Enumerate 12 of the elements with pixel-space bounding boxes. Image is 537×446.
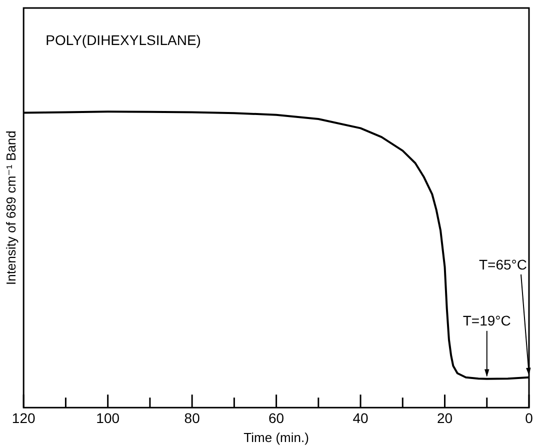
- text: POLY(DIHEXYLSILANE): [46, 32, 201, 48]
- x-tick-label: 20: [436, 410, 453, 426]
- x-tick-label: 100: [96, 410, 120, 426]
- x-tick-label: 60: [268, 410, 284, 426]
- y-axis-title: Intensity of 689 cm⁻¹ Band: [3, 130, 18, 285]
- x-tick-label: 80: [184, 410, 200, 426]
- x-tick-label: 120: [12, 410, 36, 426]
- annotation: T=19°C: [462, 312, 511, 329]
- annotation: T=65°C: [478, 256, 528, 272]
- x-tick-label: 40: [352, 410, 369, 426]
- x-tick-label: 0: [525, 410, 534, 426]
- x-axis-title: Time (min.): [244, 430, 309, 445]
